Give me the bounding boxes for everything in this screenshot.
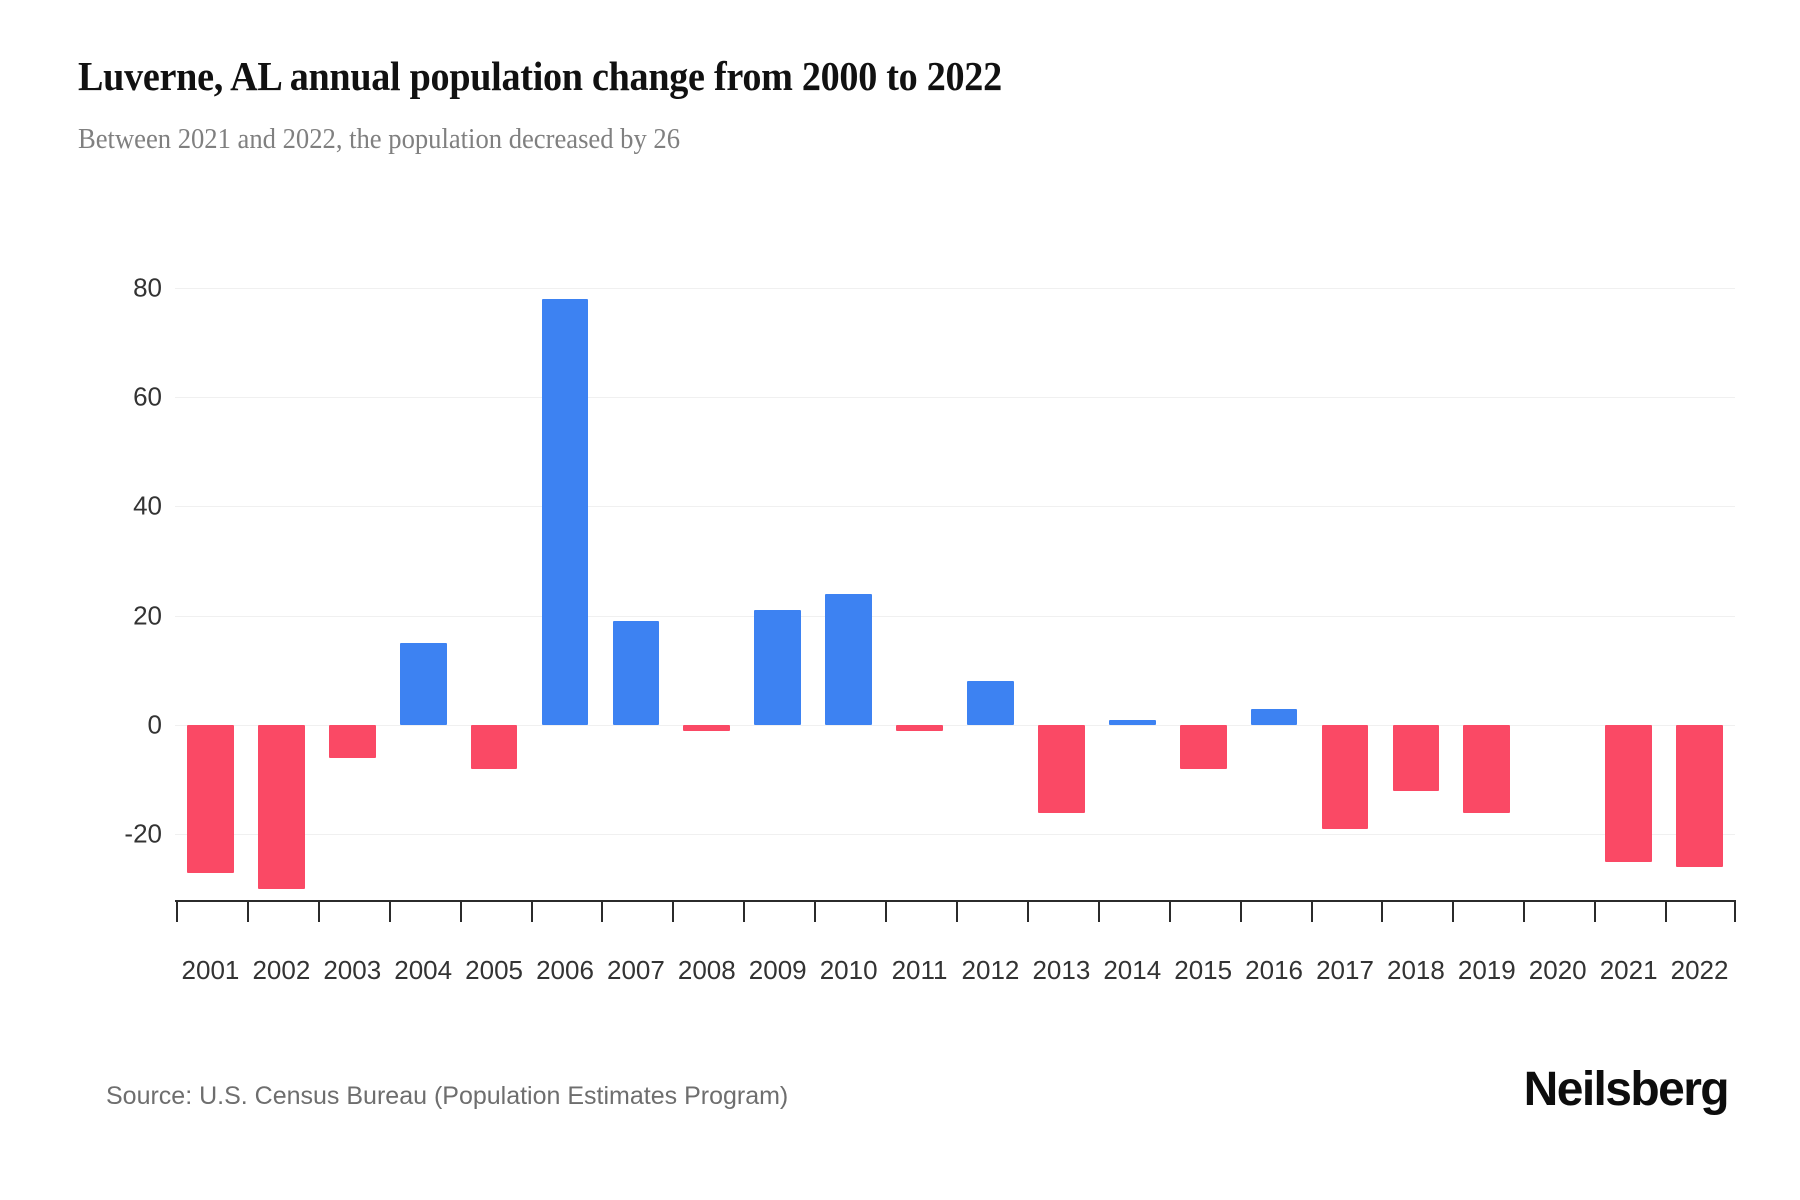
page-title: Luverne, AL annual population change fro… <box>78 53 1002 99</box>
x-axis-tick-label: 2012 <box>961 955 1020 985</box>
x-axis-tick-label: 2021 <box>1599 955 1658 985</box>
gridline <box>175 725 1735 727</box>
x-axis-tick-label: 2004 <box>394 955 453 985</box>
x-axis-tick <box>459 900 462 922</box>
x-axis-tick <box>1452 900 1455 922</box>
bar-2011[interactable] <box>896 725 943 731</box>
x-axis-tick-label: 2011 <box>891 955 948 985</box>
y-axis-tick-label: -20 <box>124 818 162 849</box>
x-axis-tick <box>814 900 817 922</box>
x-axis-tick-label: 2017 <box>1316 955 1374 985</box>
x-axis-tick-label: 2002 <box>252 955 311 985</box>
x-axis-tick-label: 2015 <box>1174 955 1233 985</box>
x-axis-tick-label: 2020 <box>1528 955 1587 985</box>
x-axis-tick <box>743 900 746 922</box>
x-axis-tick-label: 2010 <box>819 955 878 985</box>
bar-2017[interactable] <box>1321 725 1369 829</box>
x-axis-tick-label: 2022 <box>1670 955 1729 985</box>
x-axis-tick <box>1734 900 1736 922</box>
y-axis-tick-label: 80 <box>133 272 162 303</box>
bar-2005[interactable] <box>470 725 518 769</box>
gridline <box>175 287 1735 289</box>
gridline <box>175 506 1735 508</box>
bar-2013[interactable] <box>1037 725 1085 813</box>
x-axis-tick <box>672 900 675 922</box>
bar-2019[interactable] <box>1463 725 1511 813</box>
brand-logo: Neilsberg <box>1523 1063 1730 1116</box>
bar-2001[interactable] <box>187 725 234 873</box>
x-axis-line <box>175 900 1735 902</box>
x-axis-tick-label: 2005 <box>465 955 523 985</box>
gridline <box>175 834 1735 836</box>
page-subtitle: Between 2021 and 2022, the population de… <box>78 124 681 155</box>
x-axis-tick <box>1168 900 1171 922</box>
bar-2014[interactable] <box>1108 719 1156 726</box>
y-axis-tick-label: 60 <box>133 381 162 412</box>
x-axis-tick <box>1594 900 1597 922</box>
bar-2007[interactable] <box>612 621 660 726</box>
x-axis-tick-label: 2008 <box>677 955 736 985</box>
bar-2015[interactable] <box>1179 725 1227 769</box>
x-axis-tick-label: 2013 <box>1032 955 1091 985</box>
x-axis-tick-label: 2016 <box>1245 955 1303 985</box>
bar-2010[interactable] <box>825 593 873 726</box>
x-axis-tick <box>388 900 391 922</box>
x-axis-tick <box>176 900 178 922</box>
x-axis-tick <box>1239 900 1242 922</box>
x-axis-tick <box>1523 900 1526 922</box>
gridline <box>175 615 1735 617</box>
bar-2022[interactable] <box>1676 725 1723 868</box>
x-axis-tick-label: 2001 <box>181 955 240 985</box>
x-axis-tick <box>885 900 888 922</box>
x-axis-tick-label: 2003 <box>323 955 382 985</box>
y-axis-tick-label: 40 <box>133 490 162 521</box>
bar-2003[interactable] <box>328 725 376 758</box>
bar-2009[interactable] <box>754 610 802 726</box>
x-axis-tick <box>956 900 958 922</box>
bar-2021[interactable] <box>1605 725 1653 862</box>
x-axis-tick-label: 2019 <box>1457 955 1516 985</box>
gridline <box>175 397 1735 399</box>
bar-2012[interactable] <box>967 681 1014 726</box>
x-axis-tick <box>1381 900 1384 922</box>
x-axis-tick <box>317 900 320 922</box>
bar-2004[interactable] <box>399 643 447 726</box>
x-axis-tick-label: 2014 <box>1103 955 1162 985</box>
x-axis-tick-label: 2009 <box>748 955 807 985</box>
x-axis-tick <box>1026 900 1029 922</box>
bar-2018[interactable] <box>1392 725 1440 791</box>
y-axis-tick-label: 20 <box>133 600 162 631</box>
bar-2002[interactable] <box>257 725 305 890</box>
x-axis-tick-label: 2007 <box>606 955 665 985</box>
x-axis-tick <box>1097 900 1100 922</box>
x-axis-tick <box>1310 900 1313 922</box>
x-axis-tick-label: 2006 <box>536 955 594 985</box>
bar-2016[interactable] <box>1250 708 1298 726</box>
x-axis-tick <box>246 900 249 922</box>
source-note: Source: U.S. Census Bureau (Population E… <box>106 1082 789 1110</box>
x-axis-tick-label: 2018 <box>1386 955 1445 985</box>
x-axis-tick <box>1665 900 1668 922</box>
x-axis-tick <box>530 900 533 922</box>
bar-2006[interactable] <box>541 298 589 726</box>
y-axis-tick-label: 0 <box>147 709 162 740</box>
x-axis-tick <box>601 900 604 922</box>
bar-2008[interactable] <box>683 725 731 731</box>
